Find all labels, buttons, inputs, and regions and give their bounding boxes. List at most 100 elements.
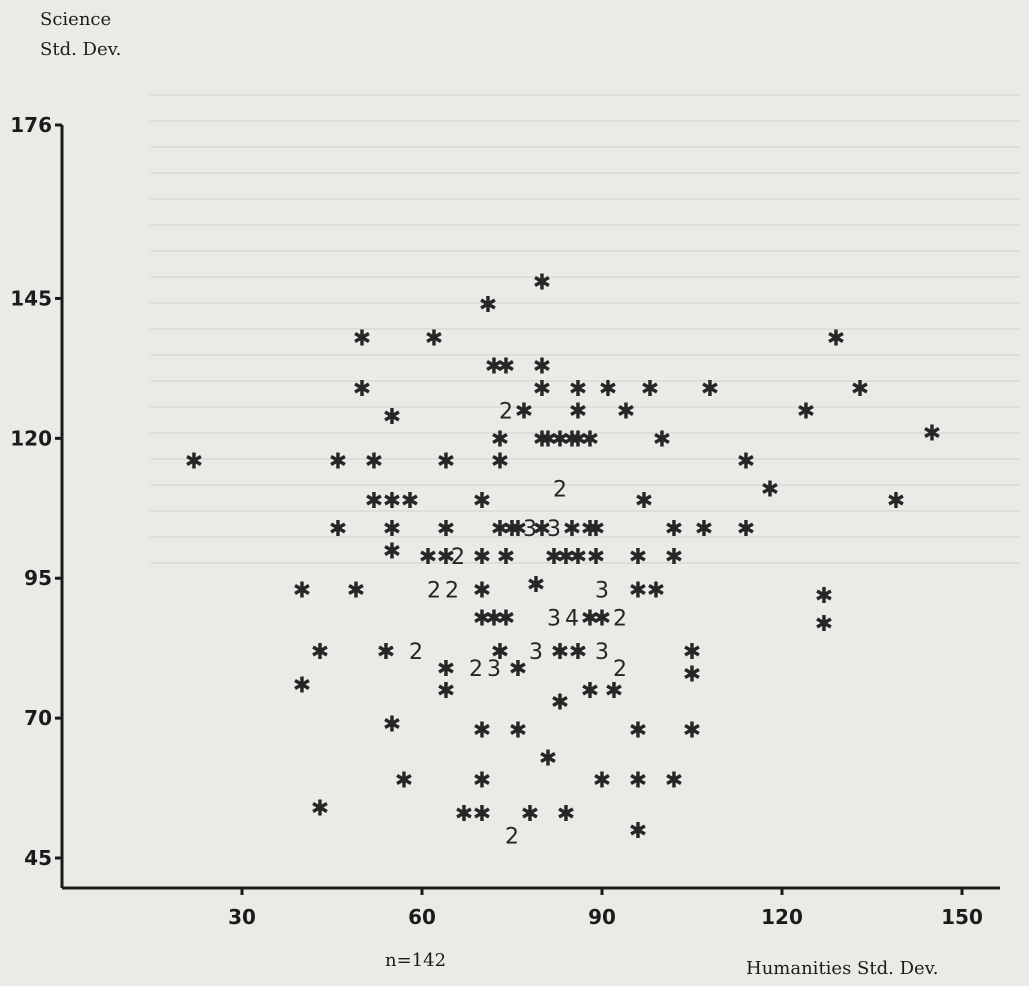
data-point-count: 3 [595, 640, 609, 665]
data-point-asterisk: ✱ [533, 271, 551, 296]
axes [60, 125, 1000, 890]
x-axis-label: Humanities Std. Dev. [746, 958, 939, 979]
data-point-asterisk: ✱ [509, 657, 527, 682]
data-point-asterisk: ✱ [497, 545, 515, 570]
data-point-asterisk: ✱ [551, 690, 569, 715]
data-point-asterisk: ✱ [629, 545, 647, 570]
y-tick-label: 176 [10, 113, 52, 137]
data-point-asterisk: ✱ [473, 802, 491, 827]
data-point-asterisk: ✱ [539, 746, 557, 771]
data-point-asterisk: ✱ [365, 450, 383, 475]
data-point-count: 3 [487, 657, 501, 682]
data-point-count: 2 [469, 657, 483, 682]
data-point-asterisk: ✱ [293, 674, 311, 699]
data-point-asterisk: ✱ [683, 640, 701, 665]
data-point-asterisk: ✱ [641, 377, 659, 402]
data-point-asterisk: ✱ [581, 679, 599, 704]
data-point-asterisk: ✱ [437, 545, 455, 570]
data-point-asterisk: ✱ [485, 355, 503, 380]
data-point-asterisk: ✱ [329, 517, 347, 542]
data-point-asterisk: ✱ [695, 517, 713, 542]
y-tick-label: 95 [24, 566, 52, 590]
data-point-asterisk: ✱ [665, 545, 683, 570]
data-point-asterisk: ✱ [491, 640, 509, 665]
data-point-asterisk: ✱ [647, 578, 665, 603]
data-point-asterisk: ✱ [437, 517, 455, 542]
data-point-count: 4 [565, 606, 579, 631]
data-point-asterisk: ✱ [473, 718, 491, 743]
data-point-asterisk: ✱ [629, 769, 647, 794]
data-point-asterisk: ✱ [683, 662, 701, 687]
data-point-count: 2 [427, 578, 441, 603]
background-print-bleed [150, 94, 1020, 564]
data-point-asterisk: ✱ [815, 612, 833, 637]
data-point-asterisk: ✱ [569, 377, 587, 402]
data-point-asterisk: ✱ [737, 517, 755, 542]
data-point-asterisk: ✱ [491, 517, 509, 542]
data-point-asterisk: ✱ [665, 769, 683, 794]
data-point-asterisk: ✱ [629, 718, 647, 743]
data-point-count: 3 [547, 517, 561, 542]
data-point-count: 2 [553, 478, 567, 503]
data-point-asterisk: ✱ [329, 450, 347, 475]
data-point-asterisk: ✱ [425, 327, 443, 352]
data-point-asterisk: ✱ [629, 578, 647, 603]
data-point-count: 2 [445, 578, 459, 603]
x-tick-label: 120 [761, 905, 803, 929]
data-point-asterisk: ✱ [797, 399, 815, 424]
data-point-asterisk: ✱ [473, 606, 491, 631]
data-point-asterisk: ✱ [383, 405, 401, 430]
data-point-asterisk: ✱ [557, 802, 575, 827]
data-point-asterisk: ✱ [479, 293, 497, 318]
data-point-asterisk: ✱ [365, 489, 383, 514]
data-point-asterisk: ✱ [761, 478, 779, 503]
data-point-asterisk: ✱ [383, 517, 401, 542]
data-point-count: 2 [613, 657, 627, 682]
data-point-asterisk: ✱ [563, 517, 581, 542]
y-tick-label: 45 [24, 846, 52, 870]
data-point-asterisk: ✱ [455, 802, 473, 827]
data-point-asterisk: ✱ [569, 640, 587, 665]
data-point-count: 3 [523, 517, 537, 542]
data-point-asterisk: ✱ [419, 545, 437, 570]
data-point-asterisk: ✱ [509, 718, 527, 743]
data-point-asterisk: ✱ [533, 377, 551, 402]
data-point-asterisk: ✱ [185, 450, 203, 475]
y-tick-label: 70 [24, 706, 52, 730]
data-point-asterisk: ✱ [557, 545, 575, 570]
y-axis-label-line-1: Science [40, 9, 112, 30]
data-point-asterisk: ✱ [593, 606, 611, 631]
data-point-asterisk: ✱ [437, 679, 455, 704]
data-point-asterisk: ✱ [587, 545, 605, 570]
data-point-count: 2 [499, 399, 513, 424]
data-point-asterisk: ✱ [569, 545, 587, 570]
data-point-asterisk: ✱ [635, 489, 653, 514]
data-point-asterisk: ✱ [485, 606, 503, 631]
data-point-asterisk: ✱ [593, 769, 611, 794]
data-point-asterisk: ✱ [383, 713, 401, 738]
data-point-asterisk: ✱ [473, 578, 491, 603]
data-point-asterisk: ✱ [701, 377, 719, 402]
data-point-asterisk: ✱ [581, 517, 599, 542]
data-point-count: 2 [505, 825, 519, 850]
data-point-asterisk: ✱ [515, 399, 533, 424]
data-point-asterisk: ✱ [551, 427, 569, 452]
data-point-asterisk: ✱ [653, 427, 671, 452]
data-point-asterisk: ✱ [545, 545, 563, 570]
data-point-asterisk: ✱ [401, 489, 419, 514]
data-point-asterisk: ✱ [491, 427, 509, 452]
data-point-asterisk: ✱ [347, 578, 365, 603]
data-point-asterisk: ✱ [539, 427, 557, 452]
data-point-asterisk: ✱ [605, 679, 623, 704]
data-point-asterisk: ✱ [737, 450, 755, 475]
data-point-asterisk: ✱ [497, 606, 515, 631]
data-point-asterisk: ✱ [827, 327, 845, 352]
data-point-asterisk: ✱ [629, 819, 647, 844]
data-point-asterisk: ✱ [533, 427, 551, 452]
y-axis-label-line-2: Std. Dev. [40, 39, 122, 60]
data-point-asterisk: ✱ [581, 606, 599, 631]
data-point-asterisk: ✱ [533, 355, 551, 380]
data-point-asterisk: ✱ [563, 427, 581, 452]
data-point-count: 3 [529, 640, 543, 665]
